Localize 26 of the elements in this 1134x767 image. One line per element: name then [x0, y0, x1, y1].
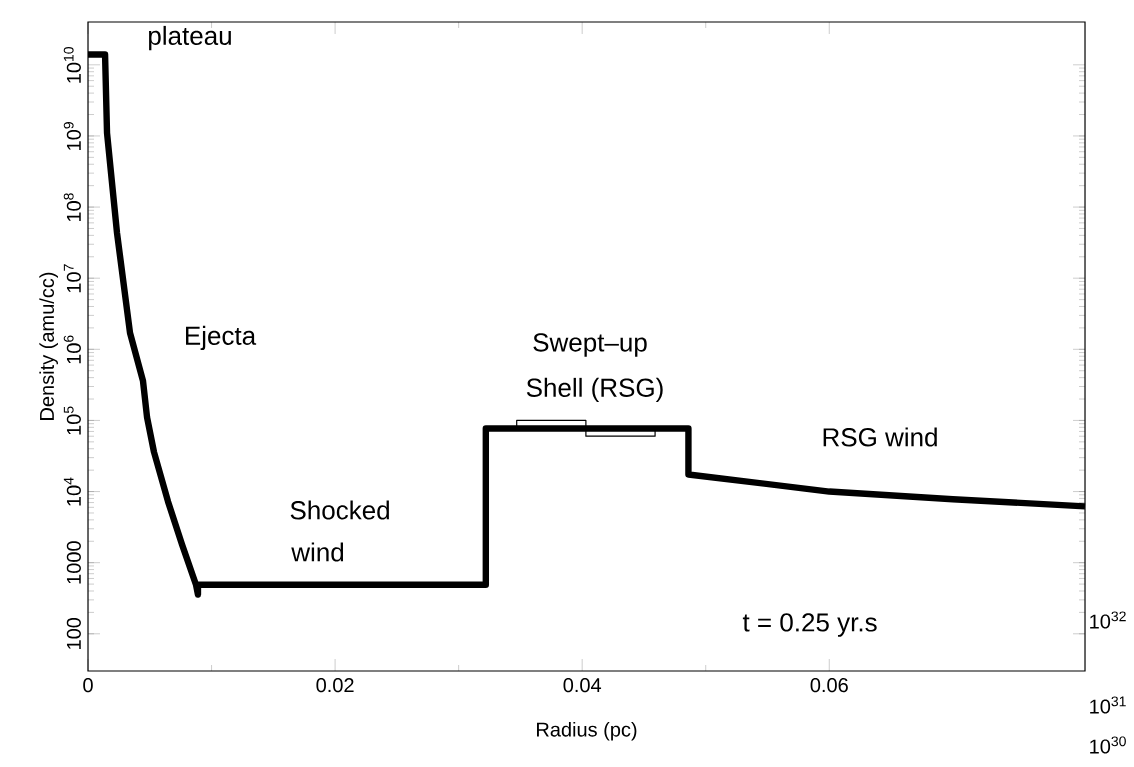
x-tick-label: 0.06	[810, 678, 848, 693]
y-tick-label: 10$^{9}$	[63, 122, 81, 150]
x-tick-label: 0.02	[316, 678, 354, 693]
y-tick-label: 10$^{4}$	[63, 477, 81, 506]
y-tick-label: 10$^{8}$	[63, 193, 81, 222]
y-tick-label: 10$^{5}$	[63, 406, 81, 435]
x-tick-label: 0	[83, 678, 93, 693]
annotation: RSG wind	[823, 427, 937, 447]
x-tick-label: 0.04	[563, 678, 602, 693]
annotation: wind	[291, 542, 344, 562]
text: 10$^{30}$	[1090, 736, 1126, 754]
annotation: Shocked	[290, 500, 389, 520]
annotation: Swept–up	[533, 333, 647, 357]
y-tick-label: 10$^{7}$	[63, 264, 81, 293]
annotation: plateau	[149, 25, 231, 51]
text: 10$^{31}$	[1090, 696, 1126, 714]
text: 10$^{32}$	[1090, 611, 1126, 629]
y-tick-label: 1000	[66, 541, 81, 584]
annotation: Ejecta	[186, 325, 257, 351]
annotation: Shell (RSG)	[526, 377, 663, 403]
y-tick-label: 10$^{10}$	[63, 46, 81, 83]
annotation: t = 0.25 yr.s	[742, 613, 877, 637]
x-axis-title: Radius (pc)	[537, 721, 637, 741]
y-tick-label: 10$^{6}$	[63, 335, 81, 364]
y-tick-label: 100	[66, 617, 81, 649]
y-axis-title: Density (amu/cc)	[39, 272, 58, 420]
